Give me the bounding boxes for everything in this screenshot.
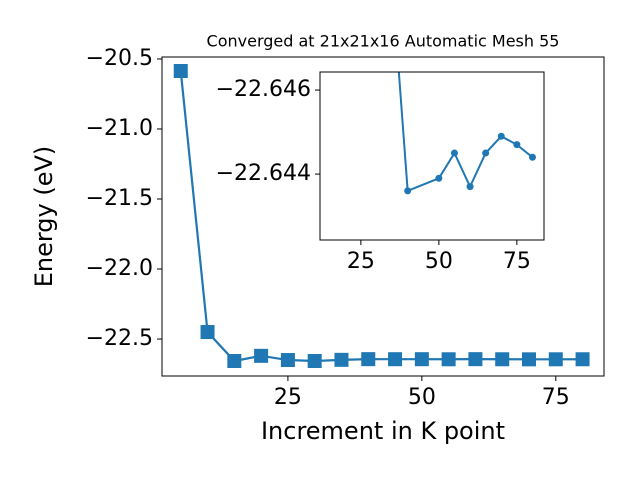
marker (435, 174, 443, 182)
marker (254, 348, 269, 363)
marker (466, 183, 474, 191)
inset-background (320, 72, 544, 240)
axes-frame (319, 71, 545, 241)
y-tick-label: −21.5 (86, 186, 153, 211)
marker (388, 352, 403, 367)
data-line (179, 70, 583, 363)
marker (528, 153, 536, 161)
marker (521, 352, 536, 367)
x-tick-label: 25 (347, 249, 375, 274)
x-axis-label: Increment in K point (261, 417, 505, 445)
marker (468, 352, 483, 367)
marker (200, 325, 215, 340)
marker (482, 149, 490, 157)
plot-area (397, 72, 536, 195)
marker (414, 352, 429, 367)
marker (513, 141, 521, 149)
x-tick-label: 75 (503, 249, 531, 274)
x-tick-label: 50 (425, 249, 453, 274)
marker (450, 149, 458, 157)
marker (361, 352, 376, 367)
x-tick-label: 75 (542, 385, 570, 410)
y-tick-label: −22.0 (86, 256, 153, 281)
marker (173, 64, 188, 79)
marker (495, 352, 510, 367)
y-tick-label: −22.644 (216, 161, 311, 186)
marker (497, 132, 505, 140)
y-tick-label: −20.5 (86, 46, 153, 71)
x-tick-label: 50 (408, 385, 436, 410)
y-tick-label: −22.646 (216, 77, 311, 102)
plot-area (173, 64, 590, 369)
chart-title: Converged at 21x21x16 Automatic Mesh 55 (207, 32, 560, 51)
marker (334, 352, 349, 367)
x-tick-label: 25 (274, 385, 302, 410)
marker (404, 187, 412, 195)
axes-frame (161, 56, 605, 377)
marker (227, 354, 242, 369)
y-tick-label: −21.0 (86, 116, 153, 141)
marker (575, 352, 590, 367)
marker (307, 354, 322, 369)
marker (548, 352, 563, 367)
y-tick-label: −22.5 (86, 326, 153, 351)
marker (441, 352, 456, 367)
y-axis-label: Energy (eV) (30, 146, 58, 288)
marker (280, 353, 295, 368)
